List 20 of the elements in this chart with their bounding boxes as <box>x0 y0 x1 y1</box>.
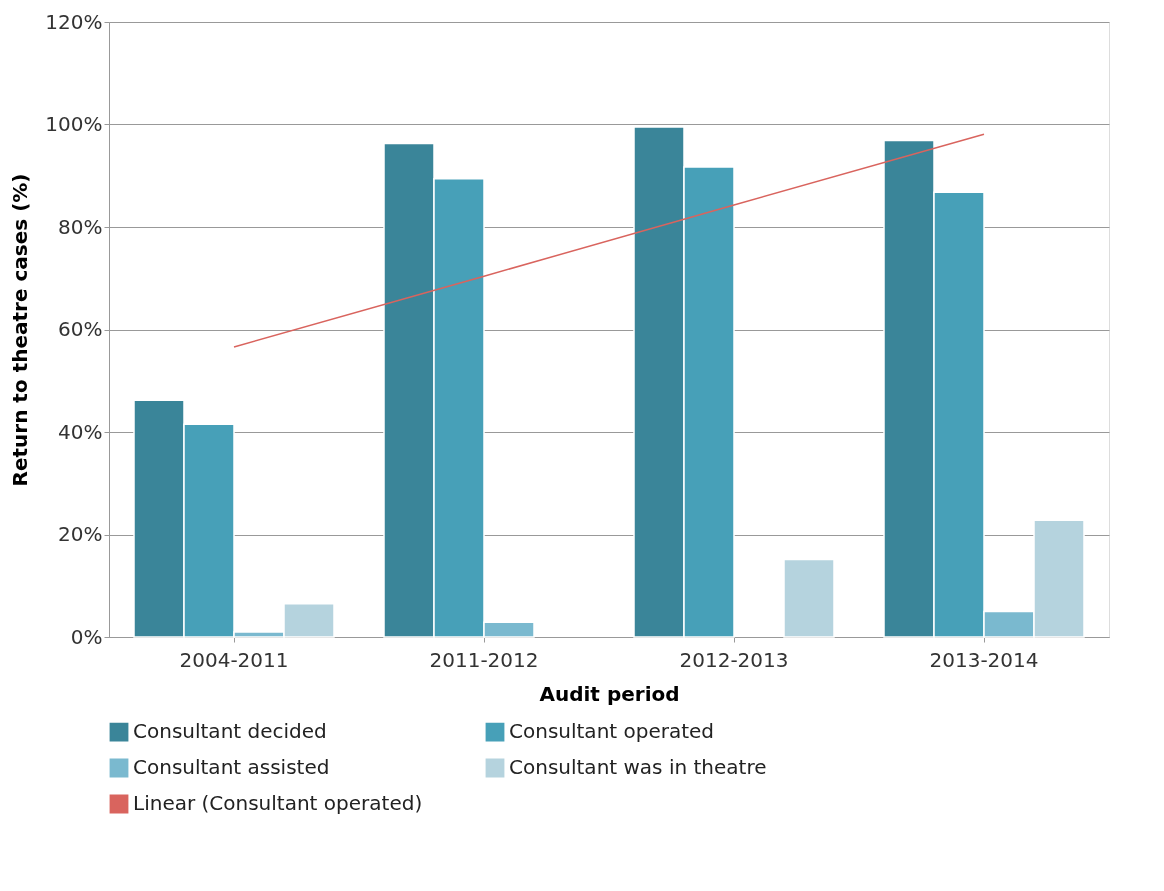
x-tick-label: 2004-2011 <box>179 647 289 672</box>
y-tick-label: 100% <box>45 112 103 136</box>
x-tick-label: 2011-2012 <box>429 647 539 672</box>
y-axis-title: Return to theatre cases (%) <box>8 173 33 487</box>
y-tick-label: 0% <box>70 624 103 649</box>
y-tick-label: 80% <box>58 214 103 239</box>
legend-label: Consultant decided <box>133 719 327 744</box>
x-tick-label: 2012-2013 <box>679 647 789 672</box>
legend-label: Consultant operated <box>509 719 715 744</box>
x-axis-title: Audit period <box>539 681 680 706</box>
y-tick-label: 40% <box>58 419 103 444</box>
x-tick-label: 2013-2014 <box>929 647 1039 672</box>
bar <box>783 558 835 638</box>
legend-label: Consultant was in theatre <box>509 755 767 779</box>
legend-label: Consultant assisted <box>133 755 330 779</box>
line-series <box>233 133 985 348</box>
legend-label: Linear (Consultant operated) <box>133 791 423 815</box>
y-tick-label: 20% <box>58 522 103 546</box>
y-tick-label: 120% <box>45 9 103 34</box>
y-tick-label: 60% <box>58 317 103 341</box>
